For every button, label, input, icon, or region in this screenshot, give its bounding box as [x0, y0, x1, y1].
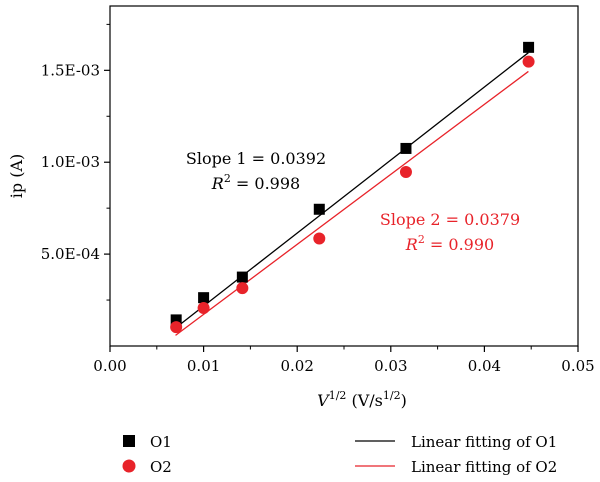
- point-o1: [170, 314, 182, 326]
- point-o2: [236, 282, 249, 295]
- point-o1: [523, 41, 535, 53]
- point-o1: [313, 203, 325, 215]
- point-o1: [198, 292, 210, 304]
- x-tick-label: 0.04: [468, 357, 501, 375]
- point-o2: [399, 165, 412, 178]
- x-tick-label: 0.03: [374, 357, 407, 375]
- fit-line-2: [175, 70, 529, 336]
- x-axis-label-close: ): [401, 391, 407, 410]
- x-tick-label: 0.01: [187, 357, 220, 375]
- x-tick-label: 0.02: [280, 357, 313, 375]
- x-axis-label-var: V: [317, 391, 330, 410]
- annotation-slope-1: Slope 1 = 0.0392: [186, 149, 326, 168]
- annotation-slope-2: Slope 2 = 0.0379: [380, 210, 520, 229]
- point-o2: [170, 321, 183, 334]
- annotation-r2-1: R2 = 0.998: [211, 172, 300, 193]
- x-tick-label: 0.00: [93, 357, 126, 375]
- x-tick-label: 0.05: [561, 357, 594, 375]
- annotation-r2-1-value: = 0.998: [231, 174, 300, 193]
- point-o2: [313, 232, 326, 245]
- x-axis-label-unit: (V/s: [346, 391, 382, 410]
- legend-label-fit-o2: Linear fitting of O2: [411, 458, 557, 476]
- legend-label-o2: O2: [150, 458, 172, 476]
- plot-frame: [109, 5, 579, 347]
- annotation-r2-1-sup: 2: [224, 172, 231, 185]
- x-axis-label-unit-sup: 1/2: [383, 389, 401, 402]
- legend-label-o1: O1: [150, 433, 172, 451]
- point-o2: [522, 55, 535, 68]
- point-o2: [197, 301, 210, 314]
- y-tick-label: 1.0E-03: [41, 153, 100, 171]
- y-tick-label: 1.5E-03: [41, 61, 100, 79]
- legend-marker-o2: [122, 459, 136, 473]
- y-axis-label: ip (A): [7, 154, 26, 198]
- axis-ticks: 0.00 0.01 0.02 0.03 0.04 0.05 5.0E-04 1.0E-03 1.…: [41, 23, 595, 375]
- data-points: [170, 41, 535, 334]
- annotation-r2-2: R2 = 0.990: [405, 233, 494, 254]
- legend-marker-o1: [123, 435, 135, 447]
- legend-label-fit-o1: Linear fitting of O1: [411, 433, 557, 451]
- annotation-r2-2-sup: 2: [418, 233, 425, 246]
- point-o1: [236, 271, 248, 283]
- x-axis-label-var-sup: 1/2: [329, 389, 347, 402]
- fit-line-1: [175, 52, 529, 329]
- legend: O1 O2 Linear fitting of O1 Linear fittin…: [122, 433, 557, 476]
- fit-lines: [175, 52, 529, 336]
- x-axis-label: V1/2 (V/s1/2): [317, 389, 407, 410]
- annotation-r2-2-prefix: R: [405, 235, 418, 254]
- annotation-r2-2-value: = 0.990: [425, 235, 494, 254]
- annotation-r2-1-prefix: R: [211, 174, 224, 193]
- y-tick-label: 5.0E-04: [41, 245, 100, 263]
- point-o1: [400, 142, 412, 154]
